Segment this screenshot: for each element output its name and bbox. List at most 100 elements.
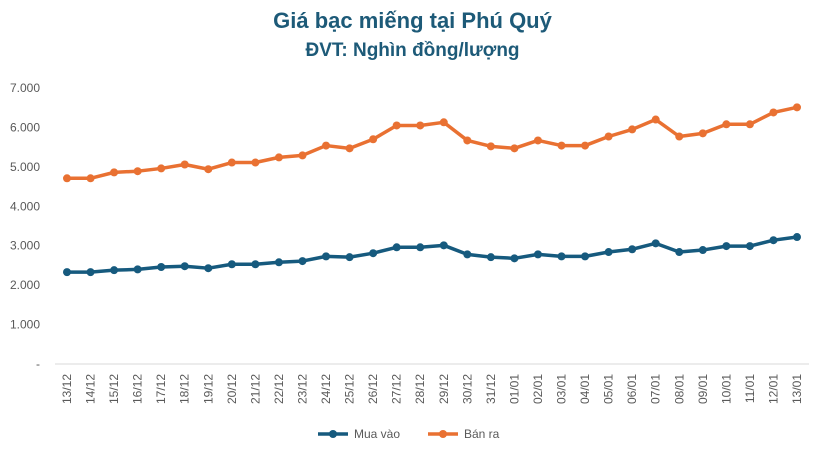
data-point	[486, 253, 495, 262]
y-tick-label: -	[36, 357, 40, 371]
legend-label: Bán ra	[464, 427, 500, 441]
data-point	[274, 153, 283, 162]
data-point	[369, 249, 378, 258]
data-point	[793, 233, 801, 242]
data-point	[769, 236, 778, 245]
x-tick-label: 20/12	[225, 374, 239, 404]
data-point	[651, 239, 660, 248]
data-point	[345, 144, 354, 153]
data-point	[416, 243, 425, 252]
data-point	[133, 167, 142, 176]
data-point	[463, 250, 472, 259]
data-point	[628, 245, 637, 254]
data-point	[651, 115, 660, 124]
data-point	[581, 141, 590, 150]
x-tick-label: 18/12	[178, 374, 192, 404]
data-point	[510, 254, 519, 263]
data-point	[180, 262, 189, 271]
x-tick-label: 16/12	[131, 374, 145, 404]
data-point	[63, 174, 71, 183]
x-tick-label: 29/12	[437, 374, 451, 404]
data-point	[416, 121, 425, 130]
x-tick-label: 23/12	[295, 374, 309, 404]
data-point	[227, 260, 236, 269]
y-tick-label: 6.000	[10, 120, 40, 134]
data-point	[251, 260, 260, 269]
data-point	[604, 248, 613, 257]
y-tick-label: 5.000	[10, 160, 40, 174]
legend-marker-0	[329, 430, 337, 438]
x-tick-label: 04/01	[578, 374, 592, 404]
y-tick-label: 1.000	[10, 318, 40, 332]
data-point	[557, 252, 566, 261]
x-tick-label: 22/12	[272, 374, 286, 404]
y-tick-label: 4.000	[10, 199, 40, 213]
y-tick-label: 7.000	[10, 81, 40, 95]
x-tick-label: 11/01	[743, 374, 757, 403]
data-point	[227, 158, 236, 167]
x-tick-label: 07/01	[649, 374, 663, 404]
chart-title: Giá bạc miếng tại Phú Quý	[273, 8, 552, 33]
x-tick-label: 21/12	[248, 374, 262, 404]
series-line-1	[67, 105, 798, 181]
data-point	[698, 129, 707, 138]
data-point	[86, 268, 95, 277]
x-tick-label: 13/12	[60, 374, 74, 404]
x-tick-label: 03/01	[555, 374, 569, 404]
data-point	[533, 250, 542, 259]
y-tick-label: 2.000	[10, 278, 40, 292]
data-point	[722, 242, 731, 251]
x-tick-label: 31/12	[484, 374, 498, 404]
data-point	[439, 241, 448, 250]
data-point	[322, 252, 331, 261]
x-tick-label: 25/12	[343, 374, 357, 404]
data-point	[463, 136, 472, 145]
x-tick-label: 14/12	[84, 374, 98, 404]
data-point	[510, 144, 519, 153]
data-point	[204, 165, 213, 174]
data-point	[533, 136, 542, 145]
data-point	[486, 142, 495, 151]
data-point	[157, 164, 166, 173]
chart-subtitle: ĐVT: Nghìn đồng/lượng	[305, 40, 520, 61]
data-point	[392, 121, 401, 130]
data-point	[133, 265, 142, 274]
x-tick-label: 09/01	[696, 374, 710, 404]
data-point	[604, 132, 613, 141]
series-line-0	[67, 235, 798, 274]
data-point	[369, 135, 378, 144]
x-tick-label: 24/12	[319, 374, 333, 404]
data-point	[722, 120, 731, 129]
legend-label: Mua vào	[354, 427, 400, 441]
data-point	[628, 125, 637, 134]
data-point	[204, 264, 213, 273]
data-point	[86, 174, 95, 183]
legend-marker-1	[439, 430, 447, 438]
x-tick-label: 08/01	[672, 374, 686, 404]
data-point	[110, 168, 119, 177]
x-tick-label: 15/12	[107, 374, 121, 404]
x-tick-label: 17/12	[154, 374, 168, 404]
data-point	[675, 132, 684, 141]
data-point	[157, 263, 166, 272]
data-point	[251, 158, 260, 167]
data-point	[745, 242, 754, 251]
data-point	[180, 160, 189, 169]
data-point	[298, 151, 307, 160]
data-point	[274, 258, 283, 267]
x-tick-label: 10/01	[719, 374, 733, 404]
x-tick-label: 26/12	[366, 374, 380, 404]
x-tick-label: 19/12	[201, 374, 215, 404]
data-point	[675, 248, 684, 257]
x-tick-label: 05/01	[602, 374, 616, 404]
data-point	[322, 141, 331, 150]
x-tick-label: 30/12	[460, 374, 474, 404]
y-tick-label: 3.000	[10, 239, 40, 253]
data-point	[439, 118, 448, 127]
data-point	[392, 243, 401, 252]
x-tick-label: 27/12	[390, 374, 404, 404]
x-tick-label: 06/01	[625, 374, 639, 404]
data-point	[745, 120, 754, 129]
x-tick-label: 13/01	[790, 374, 804, 404]
